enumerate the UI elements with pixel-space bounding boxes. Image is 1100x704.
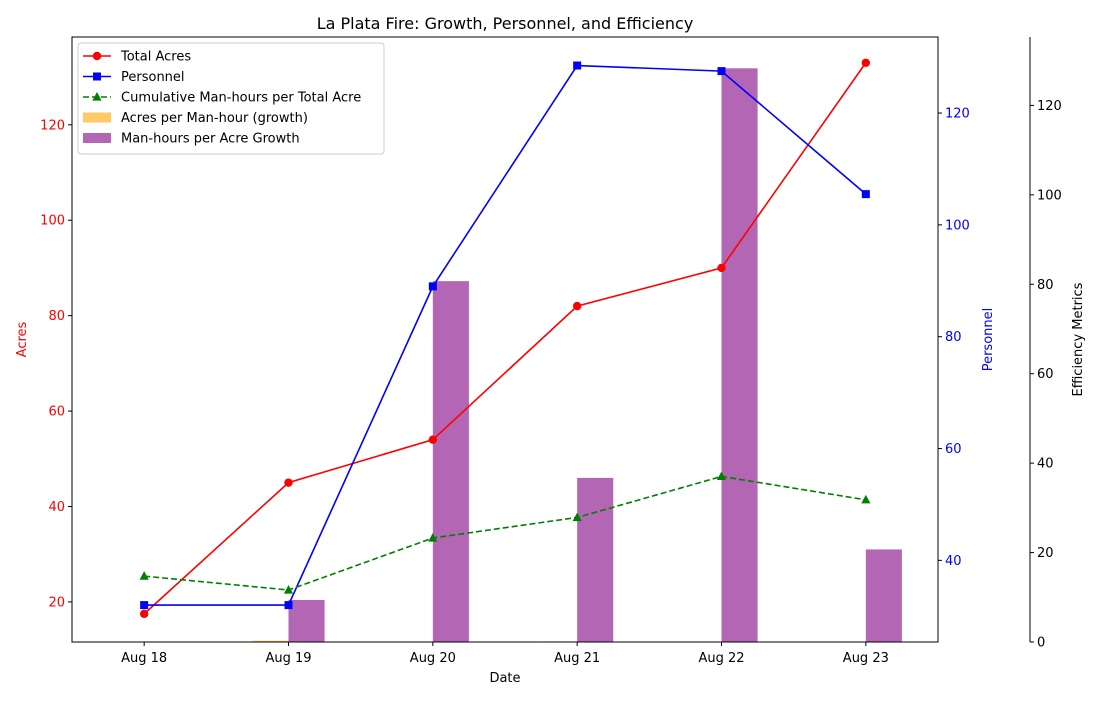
point-personnel-1 <box>284 601 293 610</box>
legend-label-man-hours-per-acre-growth: Man-hours per Acre Growth <box>121 132 300 147</box>
bars-layer <box>252 68 902 643</box>
legend-marker-cumulative-man-hours-per-total-acre <box>92 92 102 101</box>
point-personnel-0 <box>140 601 149 610</box>
x-tick-label-4: Aug 22 <box>698 651 744 666</box>
point-cumulative-man-hours-per-total-acre-5 <box>861 494 871 504</box>
line-total-acres <box>143 62 867 615</box>
legend-box <box>77 42 385 155</box>
bar-man-hours-per-acre-growth-5 <box>865 549 902 642</box>
x-tick-label-5: Aug 23 <box>843 651 889 666</box>
point-cumulative-man-hours-per-total-acre-4 <box>716 471 727 481</box>
bar-acres-per-man-hour-growth--1 <box>252 640 289 642</box>
point-cumulative-man-hours-per-total-acre-3 <box>572 512 582 522</box>
efficiency-tick-label-1: 20 <box>1037 546 1054 561</box>
plot-frame <box>71 36 939 643</box>
efficiency-tick-label-3: 60 <box>1037 367 1054 382</box>
efficiency-axis-label: Efficiency Metrics <box>1071 282 1086 396</box>
left-tick-label-1: 40 <box>48 500 65 515</box>
legend-label-acres-per-man-hour-growth-: Acres per Man-hour (growth) <box>121 111 308 126</box>
point-personnel-2 <box>428 282 437 291</box>
left-tick-label-2: 60 <box>48 405 65 420</box>
point-total-acres-4 <box>717 263 726 273</box>
point-cumulative-man-hours-per-total-acre-1 <box>283 584 294 594</box>
point-total-acres-5 <box>861 58 871 67</box>
x-tick-label-2: Aug 20 <box>410 651 456 666</box>
legend: Total Acres Personnel Cumulative Man-hours… <box>77 42 385 155</box>
legend-label-personnel: Personnel <box>121 70 185 85</box>
left-axis-label: Acres <box>15 321 30 357</box>
legend-label-cumulative-man-hours-per-total-acre: Cumulative Man-hours per Total Acre <box>121 91 361 106</box>
right-tick-label-1: 60 <box>945 442 962 457</box>
point-personnel-5 <box>861 190 870 199</box>
point-total-acres-2 <box>428 435 438 444</box>
right-tick-label-2: 80 <box>945 330 962 345</box>
point-cumulative-man-hours-per-total-acre-2 <box>428 532 438 542</box>
lines-layer <box>139 58 871 619</box>
right-tick-label-0: 40 <box>945 554 962 569</box>
point-cumulative-man-hours-per-total-acre-0 <box>139 571 149 580</box>
point-personnel-3 <box>573 61 582 70</box>
legend-swatch-acres-per-man-hour-growth- <box>83 112 111 123</box>
bar-man-hours-per-acre-growth-2 <box>432 281 469 642</box>
point-total-acres-1 <box>284 478 293 487</box>
point-personnel-4 <box>717 67 726 76</box>
legend-label-total-acres: Total Acres <box>120 50 191 65</box>
legend-swatch-man-hours-per-acre-growth <box>83 133 111 143</box>
left-tick-label-3: 80 <box>48 309 65 324</box>
efficiency-tick-label-5: 100 <box>1037 188 1062 203</box>
point-total-acres-0 <box>139 609 149 619</box>
point-total-acres-3 <box>572 301 582 311</box>
right-tick-label-3: 100 <box>945 218 970 233</box>
legend-marker-total-acres <box>92 51 102 61</box>
right-tick-label-4: 120 <box>945 107 970 122</box>
left-tick-label-5: 120 <box>40 118 65 133</box>
bar-man-hours-per-acre-growth-4 <box>721 68 758 643</box>
bar-man-hours-per-acre-growth-1 <box>288 599 325 642</box>
chart-title: La Plata Fire: Growth, Personnel, and Ef… <box>317 14 694 33</box>
efficiency-tick-label-6: 120 <box>1037 99 1062 114</box>
line-cumulative-man-hours-per-total-acre <box>144 475 866 591</box>
x-tick-label-0: Aug 18 <box>121 651 167 666</box>
line-personnel <box>144 64 867 606</box>
legend-marker-personnel <box>93 72 101 81</box>
x-tick-label-1: Aug 19 <box>265 651 311 666</box>
left-tick-label-4: 100 <box>40 214 65 229</box>
left-tick-label-0: 20 <box>48 595 65 610</box>
x-tick-label-3: Aug 21 <box>554 651 600 666</box>
right-axis-label: Personnel <box>981 308 996 372</box>
bar-man-hours-per-acre-growth-3 <box>577 477 614 642</box>
axes-layer: Aug 18 Aug 19 Aug 20 Aug 21 Aug 22 Aug 23 20 40… <box>15 36 1086 666</box>
efficiency-tick-label-2: 40 <box>1037 457 1054 472</box>
x-axis-label: Date <box>489 671 520 686</box>
efficiency-tick-label-0: 0 <box>1037 636 1045 651</box>
efficiency-tick-label-4: 80 <box>1037 278 1054 293</box>
